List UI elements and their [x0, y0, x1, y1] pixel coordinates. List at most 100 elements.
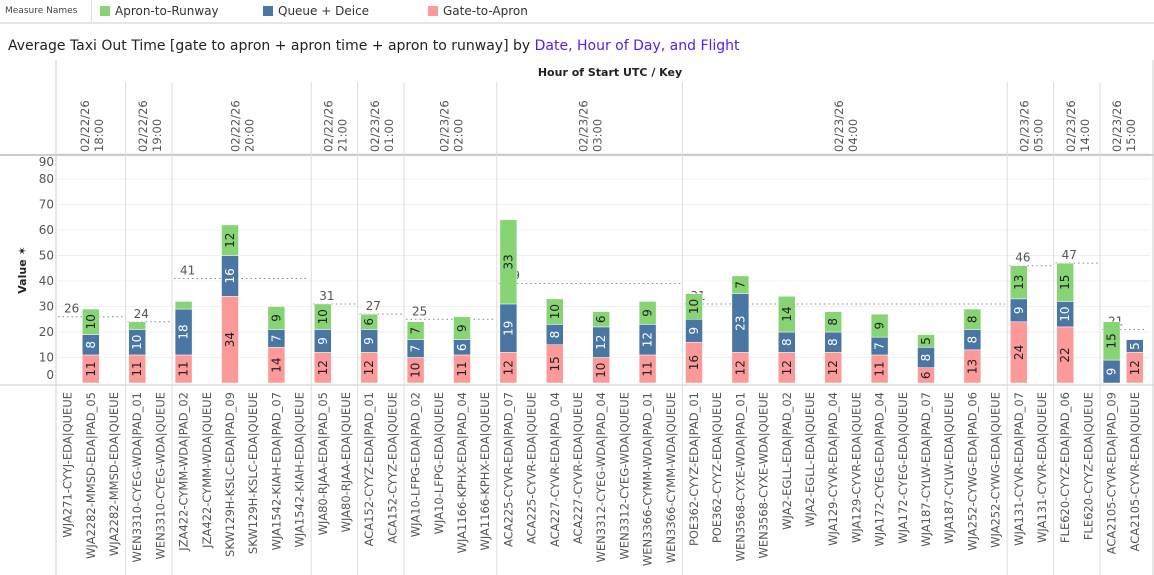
pane-hour: 19:00 — [150, 119, 164, 152]
pane-date: 02/23/26 — [832, 100, 846, 152]
bar-segment-apron-to-runway — [82, 308, 100, 335]
y-tick-label: 90 — [39, 155, 54, 169]
bar-value-label: 7 — [409, 327, 423, 335]
bar-segment-apron-to-runway — [128, 321, 146, 330]
reference-line-label: 26 — [64, 302, 79, 316]
x-tick-label: ACA225-CYVR-EDA|QUEUE — [525, 392, 539, 544]
bar-value-label: 7 — [409, 345, 423, 353]
x-tick-label: WEN3366-CYMM-WDA|QUEUE — [664, 392, 678, 563]
bar-value-label: 11 — [130, 361, 144, 376]
bar-value-label: 10 — [1058, 307, 1072, 322]
bar-value-label: 9 — [455, 324, 469, 332]
x-tick-label: SKW129H-KSLC-EDA|QUEUE — [246, 392, 260, 554]
pane-date: 02/22/26 — [229, 100, 243, 152]
x-tick-label: WEN3312-CYEG-WDA|QUEUE — [617, 392, 631, 560]
legend-label: Apron-to-Runway — [115, 4, 219, 18]
x-tick-label: ACA225-CYVR-EDA|PAD_07 — [501, 392, 515, 547]
pane-hour: 05:00 — [1031, 119, 1045, 152]
pane-hour: 14:00 — [1078, 119, 1092, 152]
pane-hour: 20:00 — [243, 119, 257, 152]
pane-date: 02/22/26 — [136, 100, 150, 152]
x-tick-label: WJA172-CYEG-EDA|PAD_04 — [873, 392, 887, 547]
x-tick-label: WJA129-CYVR-EDA|QUEUE — [849, 392, 863, 543]
bar-value-label: 11 — [873, 361, 887, 376]
x-tick-label: WJA10-LFPG-EDA|QUEUE — [432, 392, 446, 534]
legend-item-gate-to-apron[interactable]: Gate-to-Apron — [428, 4, 528, 18]
bar-value-label: 12 — [316, 360, 330, 375]
pane-header-label: 02/23/2602:00 — [437, 100, 465, 152]
bar-value-label: 19 — [501, 321, 515, 336]
bar-value-label: 12 — [223, 233, 237, 248]
x-tick-label: ACA227-CYVR-EDA|QUEUE — [571, 392, 585, 544]
bar-value-label: 9 — [641, 309, 655, 317]
pane-header-label: 02/23/2603:00 — [577, 100, 605, 152]
bar-value-label: 8 — [826, 338, 840, 346]
bar-value-label: 10 — [316, 309, 330, 324]
legend-swatch — [263, 6, 273, 16]
x-tick-label: WJA1542-KIAH-EDA|PAD_07 — [269, 392, 283, 550]
bar-segment-apron-to-runway — [499, 219, 518, 305]
y-tick-label: 60 — [39, 223, 54, 237]
bar-segment-apron-to-runway — [314, 303, 332, 330]
bar-value-label: 9 — [1012, 307, 1026, 315]
pane-header-label: 02/23/2604:00 — [832, 100, 860, 152]
bar-value-label: 15 — [1105, 333, 1119, 348]
x-tick-label: ACA152-CYYZ-EDA|QUEUE — [385, 392, 399, 543]
pane-hour: 02:00 — [451, 119, 465, 152]
bar-segment-apron-to-runway — [778, 296, 796, 333]
pane-hour: 15:00 — [1124, 119, 1138, 152]
bar-segment-apron-to-runway — [592, 311, 610, 328]
bar-value-label: 11 — [641, 361, 655, 376]
x-tick-label: WJA2282-MMSD-EDA|PAD_05 — [84, 392, 98, 559]
x-tick-label: WJA187-CYLW-EDA|PAD_07 — [919, 392, 933, 547]
color-legend: Measure Names Apron-to-Runway Queue + De… — [0, 0, 1154, 24]
x-tick-label: WJA80-RJAA-EDA|PAD_05 — [316, 392, 330, 535]
bar-value-label: 6 — [455, 343, 469, 351]
x-tick-label: WJA10-LFPG-EDA|PAD_02 — [409, 392, 423, 537]
bar-value-label: 12 — [733, 360, 747, 375]
legend-item-apron-to-runway[interactable]: Apron-to-Runway — [100, 4, 219, 18]
bar-segment-apron-to-runway — [870, 313, 889, 338]
pane-date: 02/23/26 — [577, 100, 591, 152]
bar-value-label: 10 — [594, 363, 608, 378]
bar-value-label: 9 — [316, 337, 330, 345]
legend-item-queue-deice[interactable]: Queue + Deice — [263, 4, 369, 18]
bar-value-label: 8 — [965, 336, 979, 344]
x-tick-label: WEN3366-CYMM-WDA|PAD_01 — [641, 392, 655, 566]
bar-value-label: 15 — [1058, 275, 1072, 290]
bar-value-label: 12 — [641, 332, 655, 347]
bar-segment-apron-to-runway — [963, 308, 982, 330]
bar-value-label: 10 — [409, 363, 423, 378]
y-tick-label: 0 — [46, 368, 54, 382]
y-tick-label: 70 — [39, 198, 54, 212]
bar-segment-apron-to-runway — [685, 293, 703, 320]
y-tick-label: 80 — [39, 172, 54, 186]
pane-hour: 03:00 — [591, 119, 605, 152]
bar-segment-apron-to-runway — [917, 334, 935, 348]
x-tick-label: WJA2282-MMSD-EDA|QUEUE — [107, 392, 121, 556]
x-tick-label: WJA1542-KIAH-EDA|QUEUE — [293, 392, 307, 548]
x-tick-label: WEN3568-CYXE-WDA|QUEUE — [757, 392, 771, 559]
pane-header-label: 02/22/2619:00 — [136, 100, 164, 152]
x-tick-label: WJA172-CYEG-EDA|QUEUE — [896, 392, 910, 544]
bar-segment-apron-to-runway — [546, 298, 564, 325]
bar-segment-apron-to-runway — [824, 311, 842, 333]
pane-date: 02/23/26 — [368, 100, 382, 152]
bar-segment-apron-to-runway — [406, 321, 425, 340]
bar-value-label: 10 — [548, 304, 562, 319]
bar-value-label: 8 — [919, 354, 933, 362]
pane-hour: 18:00 — [92, 119, 106, 152]
bar-value-label: 24 — [1012, 345, 1026, 360]
bar-value-label: 9 — [269, 314, 283, 322]
legend-label: Gate-to-Apron — [443, 4, 528, 18]
bar-value-label: 12 — [501, 360, 515, 375]
x-tick-label: WJA80-RJAA-EDA|QUEUE — [339, 392, 353, 532]
pane-date: 02/23/26 — [1017, 100, 1031, 152]
bar-value-label: 12 — [780, 360, 794, 375]
bar-value-label: 34 — [223, 332, 237, 347]
x-tick-label: WJA2-EGLL-EDA|QUEUE — [803, 392, 817, 527]
x-tick-label: FLE620-CYYZ-EDA|PAD_06 — [1058, 392, 1072, 543]
bar-segment-apron-to-runway — [1056, 262, 1074, 302]
x-tick-label: WJA187-CYLW-EDA|QUEUE — [942, 392, 956, 544]
bar-value-label: 7 — [873, 342, 887, 350]
